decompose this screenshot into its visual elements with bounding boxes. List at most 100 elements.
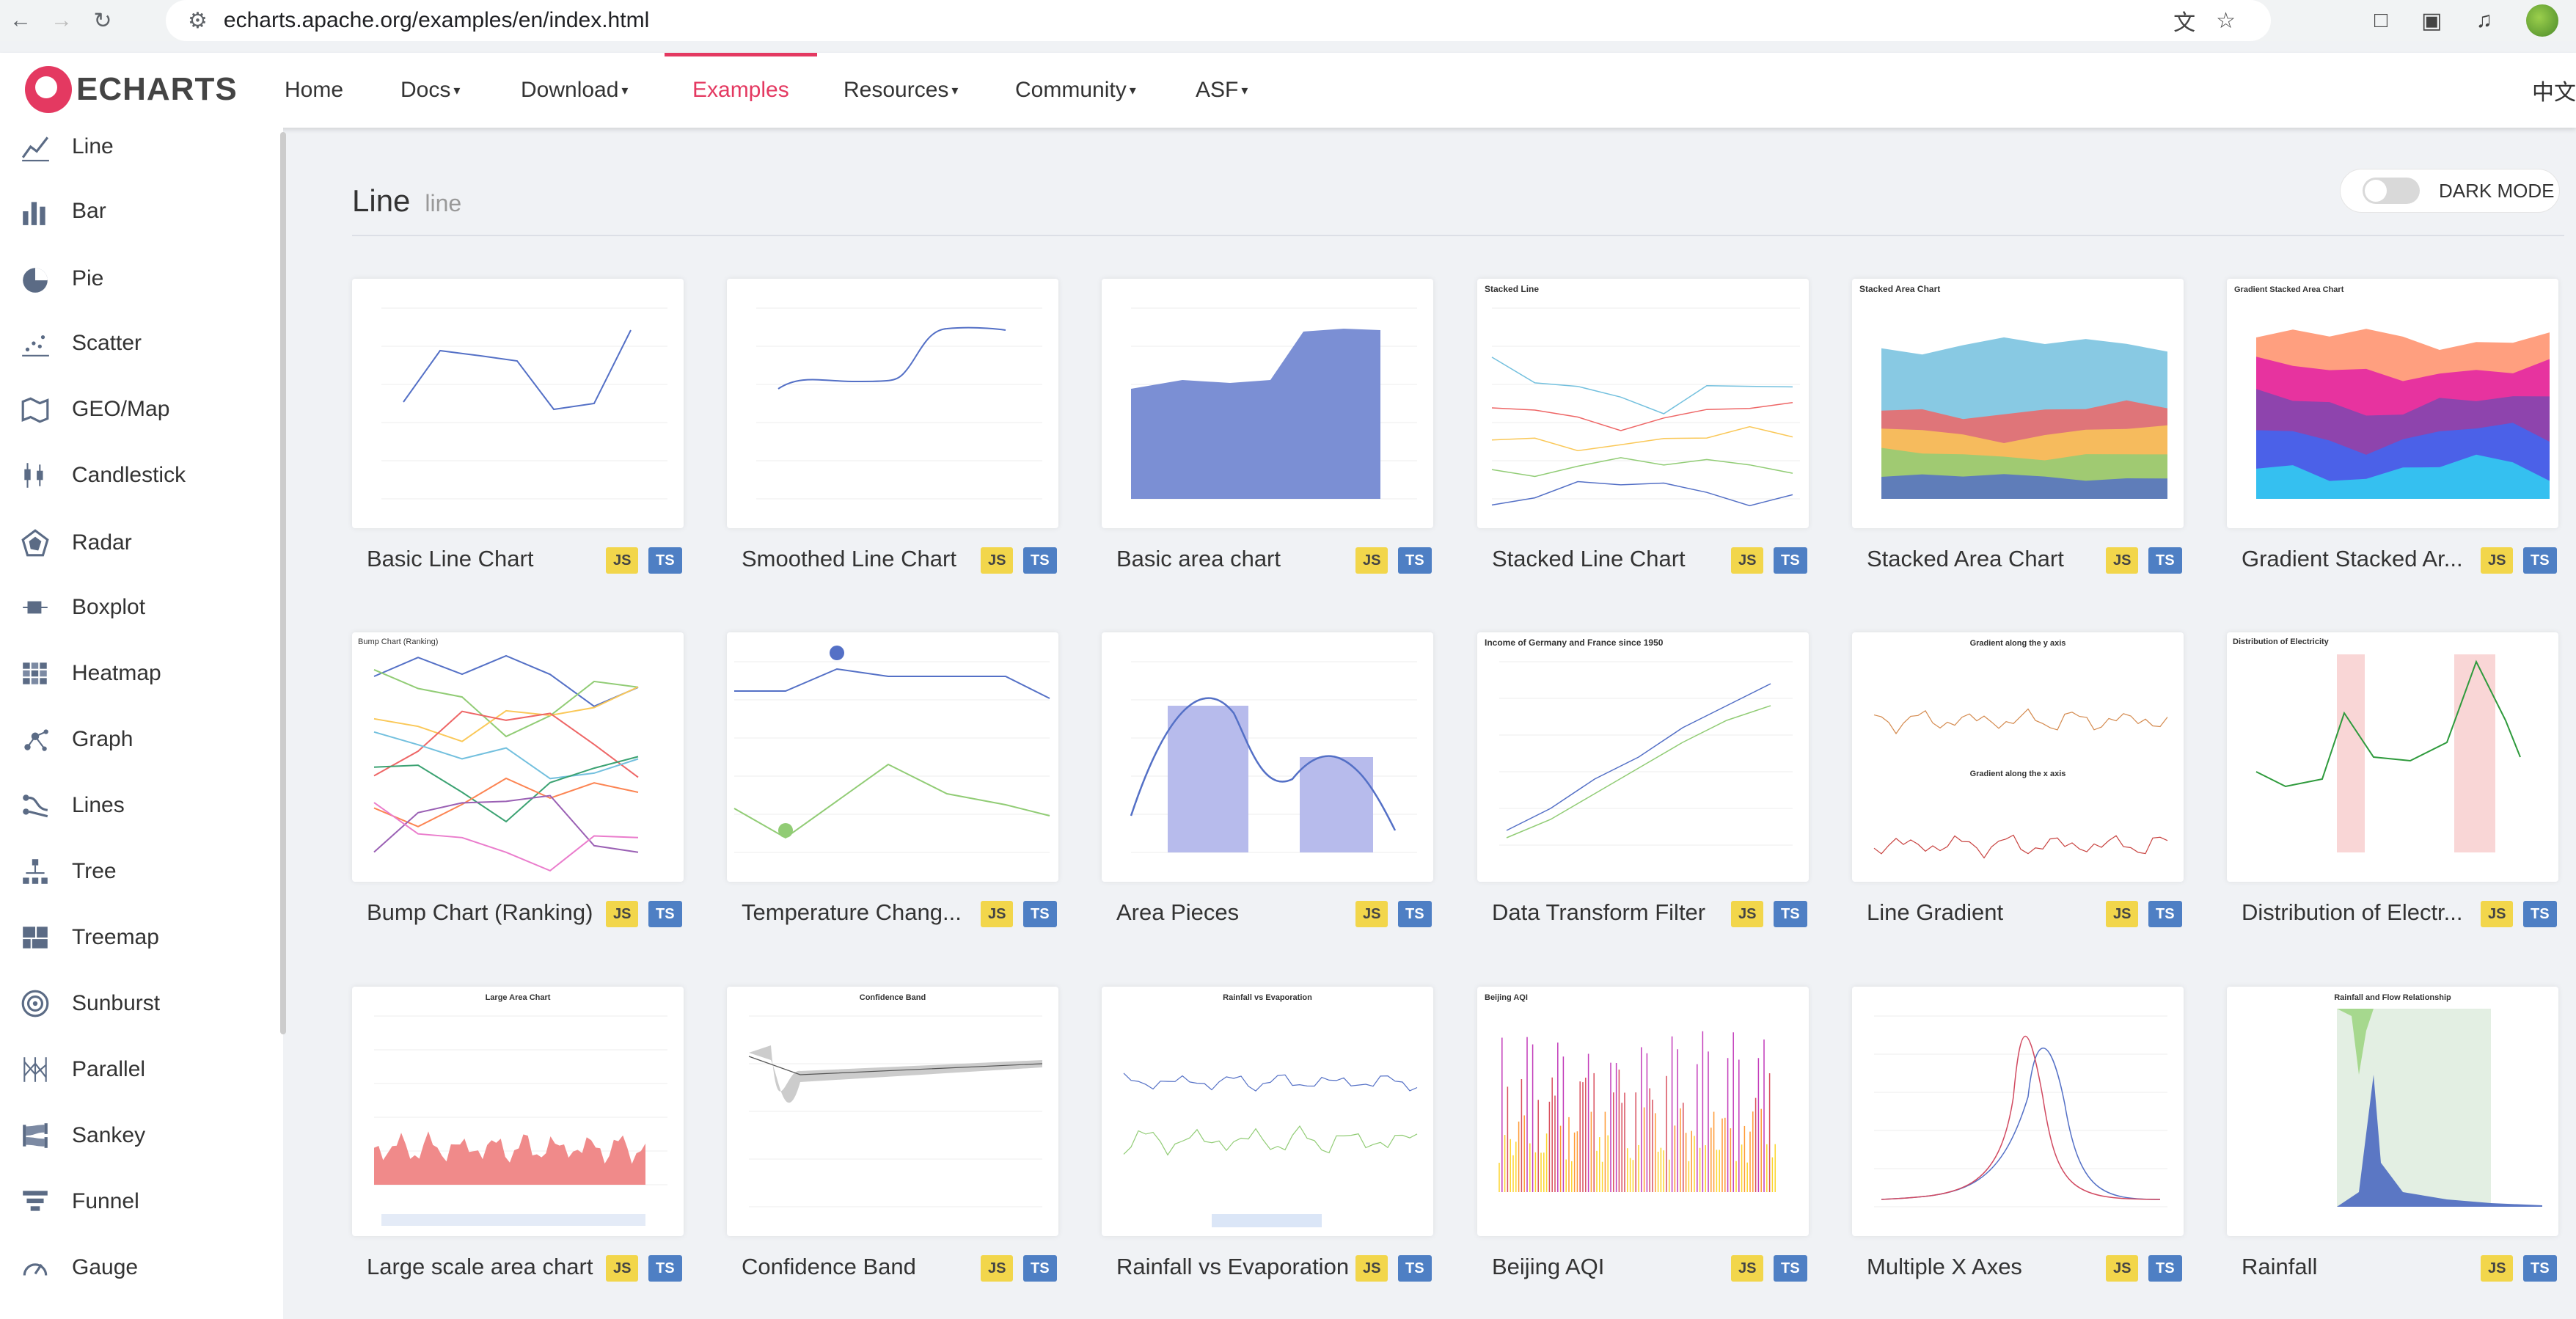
sidebar-item-boxplot[interactable]: Boxplot <box>19 585 145 629</box>
ts-badge[interactable]: TS <box>648 1255 682 1282</box>
js-badge[interactable]: JS <box>606 1255 639 1282</box>
example-card[interactable]: Gradient Stacked Area Chart Gradient Stac… <box>2227 279 2558 574</box>
example-title[interactable]: Basic area chart <box>1116 546 1281 571</box>
sidebar-item-pie[interactable]: Pie <box>19 257 103 301</box>
js-badge[interactable]: JS <box>1355 1255 1388 1282</box>
ts-badge[interactable]: TS <box>2523 901 2557 927</box>
example-card[interactable]: Bump Chart (Ranking) Bump Chart (Ranking)… <box>352 632 684 927</box>
example-title[interactable]: Stacked Area Chart <box>1867 546 2064 571</box>
js-badge[interactable]: JS <box>1731 901 1764 927</box>
ts-badge[interactable]: TS <box>2523 547 2557 574</box>
sidebar-item-sunburst[interactable]: Sunburst <box>19 982 160 1026</box>
example-card[interactable]: Rainfall vs Evaporation Rainfall vs Evapo… <box>1102 987 1433 1282</box>
ts-badge[interactable]: TS <box>1023 547 1057 574</box>
ts-badge[interactable]: TS <box>1398 1255 1432 1282</box>
sidebar-item-geo-map[interactable]: GEO/Map <box>19 387 169 431</box>
example-thumbnail[interactable]: Distribution of Electricity <box>2227 632 2558 882</box>
example-card[interactable]: Beijing AQI Beijing AQI JS TS <box>1477 987 1809 1282</box>
ts-badge[interactable]: TS <box>1398 901 1432 927</box>
js-badge[interactable]: JS <box>606 547 639 574</box>
example-thumbnail[interactable] <box>1102 632 1433 882</box>
ts-badge[interactable]: TS <box>2523 1255 2557 1282</box>
screen-capture-icon[interactable]: ▣ <box>2421 8 2443 33</box>
js-badge[interactable]: JS <box>1731 1255 1764 1282</box>
example-thumbnail[interactable]: Beijing AQI <box>1477 987 1809 1236</box>
nav-item-resources[interactable]: Resources ▾ <box>844 53 958 128</box>
sidebar-item-bar[interactable]: Bar <box>19 189 106 233</box>
example-card[interactable]: Basic area chart JS TS <box>1102 279 1433 574</box>
example-thumbnail[interactable]: Gradient Stacked Area Chart <box>2227 279 2558 528</box>
sidebar-item-treemap[interactable]: Treemap <box>19 916 159 960</box>
example-title[interactable]: Bump Chart (Ranking) <box>367 899 593 925</box>
example-thumbnail[interactable]: Gradient along the y axis Gradient along … <box>1852 632 2184 882</box>
js-badge[interactable]: JS <box>981 547 1014 574</box>
example-title[interactable]: Large scale area chart <box>367 1254 593 1279</box>
nav-item-home[interactable]: Home <box>285 53 343 128</box>
js-badge[interactable]: JS <box>2481 901 2514 927</box>
example-card[interactable]: Multiple X Axes JS TS <box>1852 987 2184 1282</box>
sidebar-item-parallel[interactable]: Parallel <box>19 1048 145 1092</box>
back-icon[interactable]: ← <box>10 8 32 32</box>
js-badge[interactable]: JS <box>1355 547 1388 574</box>
sidebar-item-radar[interactable]: Radar <box>19 521 132 565</box>
example-title[interactable]: Rainfall vs Evaporation <box>1116 1254 1350 1279</box>
example-card[interactable]: Distribution of Electricity Distribution … <box>2227 632 2558 927</box>
ts-badge[interactable]: TS <box>648 901 682 927</box>
media-control-icon[interactable]: ♫ <box>2476 8 2493 32</box>
sidebar-item-funnel[interactable]: Funnel <box>19 1180 139 1224</box>
example-title[interactable]: Confidence Band <box>742 1254 916 1279</box>
ts-badge[interactable]: TS <box>648 547 682 574</box>
js-badge[interactable]: JS <box>2481 1255 2514 1282</box>
sidebar-item-gauge[interactable]: Gauge <box>19 1246 138 1290</box>
forward-icon[interactable]: → <box>51 8 73 32</box>
example-card[interactable]: Gradient along the y axis Gradient along … <box>1852 632 2184 927</box>
example-thumbnail[interactable] <box>727 279 1058 528</box>
example-thumbnail[interactable]: Bump Chart (Ranking) <box>352 632 684 882</box>
example-card[interactable]: Smoothed Line Chart JS TS <box>727 279 1058 574</box>
address-bar[interactable]: ⚙ echarts.apache.org/examples/en/index.h… <box>166 0 2271 41</box>
echarts-logo[interactable]: ECHARTS <box>25 66 238 113</box>
js-badge[interactable]: JS <box>1355 901 1388 927</box>
example-card[interactable]: Stacked Line Stacked Line Chart JS TS <box>1477 279 1809 574</box>
js-badge[interactable]: JS <box>606 901 639 927</box>
profile-avatar[interactable] <box>2526 4 2558 37</box>
ts-badge[interactable]: TS <box>2148 547 2182 574</box>
example-thumbnail[interactable] <box>1852 987 2184 1236</box>
example-thumbnail[interactable]: Large Area Chart <box>352 987 684 1236</box>
nav-item-download[interactable]: Download ▾ <box>521 53 628 128</box>
js-badge[interactable]: JS <box>2106 901 2139 927</box>
sidebar-item-heatmap[interactable]: Heatmap <box>19 651 161 695</box>
example-title[interactable]: Temperature Chang... <box>742 899 962 925</box>
sidebar-scrollbar[interactable] <box>280 132 286 1034</box>
example-thumbnail[interactable]: Stacked Line <box>1477 279 1809 528</box>
example-title[interactable]: Line Gradient <box>1867 899 2004 925</box>
example-card[interactable]: Large Area Chart Large scale area chart JS… <box>352 987 684 1282</box>
ts-badge[interactable]: TS <box>2148 901 2182 927</box>
example-card[interactable]: Rainfall and Flow Relationship Rainfall JS… <box>2227 987 2558 1282</box>
sidebar-item-scatter[interactable]: Scatter <box>19 321 142 365</box>
example-title[interactable]: Distribution of Electr... <box>2242 899 2463 925</box>
example-title[interactable]: Data Transform Filter <box>1492 899 1706 925</box>
example-thumbnail[interactable]: Income of Germany and France since 1950 <box>1477 632 1809 882</box>
example-thumbnail[interactable] <box>352 279 684 528</box>
js-badge[interactable]: JS <box>2106 547 2139 574</box>
translate-icon[interactable]: 文 <box>2173 11 2196 35</box>
example-thumbnail[interactable]: Confidence Band <box>727 987 1058 1236</box>
sidebar-item-tree[interactable]: Tree <box>19 850 117 894</box>
example-thumbnail[interactable] <box>727 632 1058 882</box>
example-title[interactable]: Rainfall <box>2242 1254 2318 1279</box>
js-badge[interactable]: JS <box>1731 547 1764 574</box>
sidebar-item-sankey[interactable]: Sankey <box>19 1114 145 1158</box>
example-title[interactable]: Multiple X Axes <box>1867 1254 2022 1279</box>
extensions-icon[interactable]: □ <box>2374 8 2388 32</box>
js-badge[interactable]: JS <box>2106 1255 2139 1282</box>
example-title[interactable]: Stacked Line Chart <box>1492 546 1686 571</box>
ts-badge[interactable]: TS <box>2148 1255 2182 1282</box>
example-thumbnail[interactable] <box>1102 279 1433 528</box>
example-title[interactable]: Area Pieces <box>1116 899 1240 925</box>
example-card[interactable]: Confidence Band Confidence Band JS TS <box>727 987 1058 1282</box>
sidebar-item-graph[interactable]: Graph <box>19 717 133 761</box>
example-thumbnail[interactable]: Stacked Area Chart <box>1852 279 2184 528</box>
example-title[interactable]: Gradient Stacked Ar... <box>2242 546 2463 571</box>
dark-mode-switch[interactable] <box>2363 178 2420 204</box>
